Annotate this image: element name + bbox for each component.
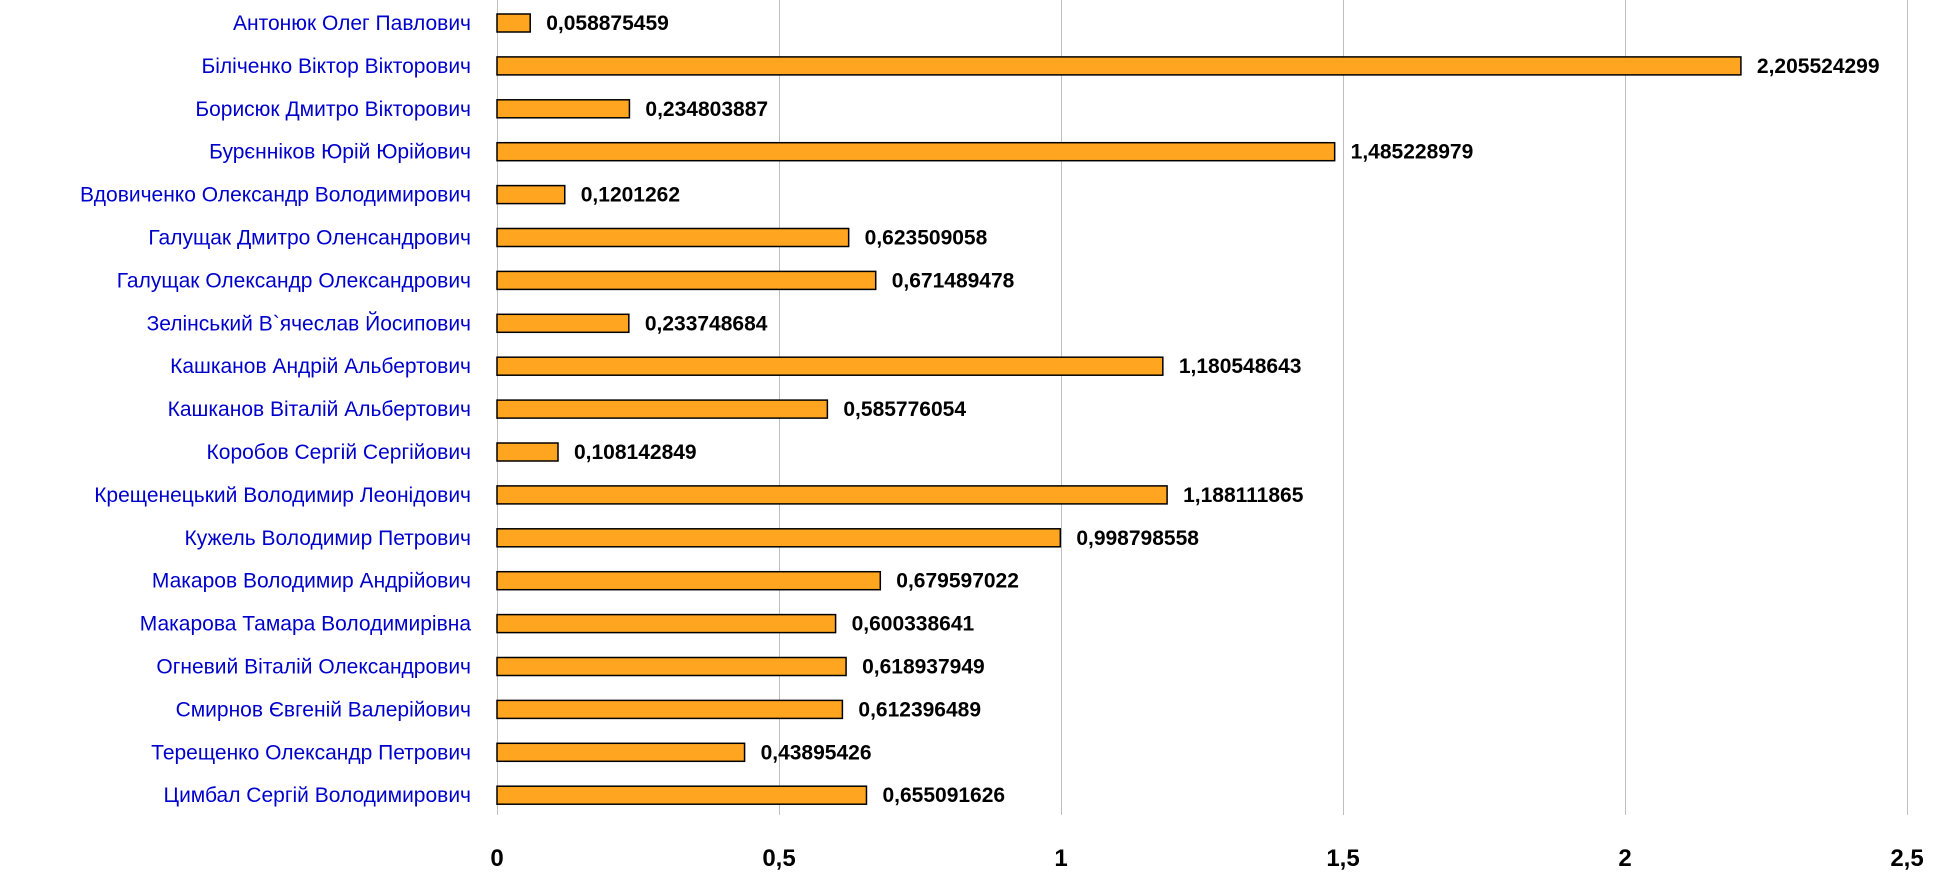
gridlines — [497, 0, 1908, 815]
category-label: Кашканов Віталій Альбертович — [168, 398, 471, 421]
category-label: Макаров Володимир Андрійович — [152, 570, 471, 593]
data-label: 0,998798558 — [1076, 527, 1199, 550]
data-label: 0,679597022 — [896, 570, 1019, 593]
bar — [496, 13, 531, 33]
category-label: Бурєнніков Юрій Юрійович — [209, 141, 471, 164]
data-label: 0,618937949 — [862, 656, 985, 679]
category-label: Зелінський В`ячеслав Йосипович — [147, 311, 471, 335]
data-label: 0,233748684 — [645, 312, 768, 335]
x-tick-label: 0,5 — [762, 845, 795, 872]
data-label: 1,485228979 — [1351, 141, 1474, 164]
bar — [496, 56, 1742, 76]
category-label: Біліченко Віктор Вікторович — [201, 55, 471, 78]
x-tick-label: 2 — [1618, 845, 1631, 872]
bar — [496, 184, 566, 205]
data-label: 0,108142849 — [574, 441, 697, 464]
bar — [496, 442, 559, 462]
bar — [496, 313, 630, 334]
category-label: Смирнов Євгеній Валерійович — [176, 698, 471, 721]
category-label: Кужель Володимир Петрович — [184, 527, 471, 550]
data-label: 0,234803887 — [645, 98, 768, 121]
bar — [496, 485, 1168, 505]
x-axis-tick-labels: 0 0,5 1 1,5 2 2,5 — [490, 845, 1923, 872]
data-label: 1,188111865 — [1183, 484, 1304, 507]
bar — [496, 528, 1062, 548]
bar — [496, 613, 837, 634]
data-label: 0,655091626 — [882, 784, 1005, 807]
bar — [496, 656, 847, 677]
category-label: Кашканов Андрій Альбертович — [170, 355, 471, 378]
data-label: 0,671489478 — [892, 269, 1015, 292]
category-label: Терещенко Олександр Петрович — [151, 741, 471, 764]
category-label: Антонюк Олег Павлович — [233, 12, 471, 35]
bar — [496, 141, 1336, 162]
data-label: 0,1201262 — [581, 184, 680, 207]
category-label: Цимбал Сергій Володимирович — [164, 784, 471, 807]
bar — [496, 270, 877, 291]
bar — [496, 742, 746, 763]
category-label: Крещенецький Володимир Леонідович — [94, 484, 471, 507]
data-label: 0,43895426 — [761, 741, 872, 764]
bar — [496, 699, 844, 720]
bar — [496, 570, 882, 591]
bar — [496, 785, 868, 805]
bar — [496, 356, 1164, 376]
category-label: Огневий Віталій Олександрович — [156, 656, 471, 679]
category-label: Галущак Дмитро Оленсандрович — [148, 227, 471, 250]
data-label: 1,180548643 — [1179, 355, 1302, 378]
bar — [496, 227, 850, 248]
category-label: Галущак Олександр Олександрович — [117, 269, 471, 292]
x-tick-label: 0 — [490, 845, 503, 872]
category-label: Вдовиченко Олександр Володимирович — [80, 184, 471, 207]
category-label: Коробов Сергій Сергійович — [207, 441, 471, 464]
data-label: 0,623509058 — [865, 227, 988, 250]
x-tick-label: 2,5 — [1890, 845, 1923, 872]
category-label: Макарова Тамара Володимирівна — [140, 613, 472, 636]
bar — [496, 99, 631, 119]
bars — [496, 13, 1742, 805]
x-tick-label: 1 — [1054, 845, 1067, 872]
category-labels: Антонюк Олег Павлович Біліченко Віктор Ві… — [80, 12, 471, 807]
value-labels: 0,058875459 2,205524299 0,234803887 1,48522… — [546, 12, 1879, 807]
data-label: 2,205524299 — [1757, 55, 1880, 78]
category-label: Борисюк Дмитро Вікторович — [195, 98, 471, 121]
x-tick-label: 1,5 — [1326, 845, 1359, 872]
data-label: 0,600338641 — [852, 613, 975, 636]
data-label: 0,058875459 — [546, 12, 669, 35]
data-label: 0,585776054 — [843, 398, 966, 421]
bar — [496, 399, 829, 419]
data-label: 0,612396489 — [858, 698, 981, 721]
